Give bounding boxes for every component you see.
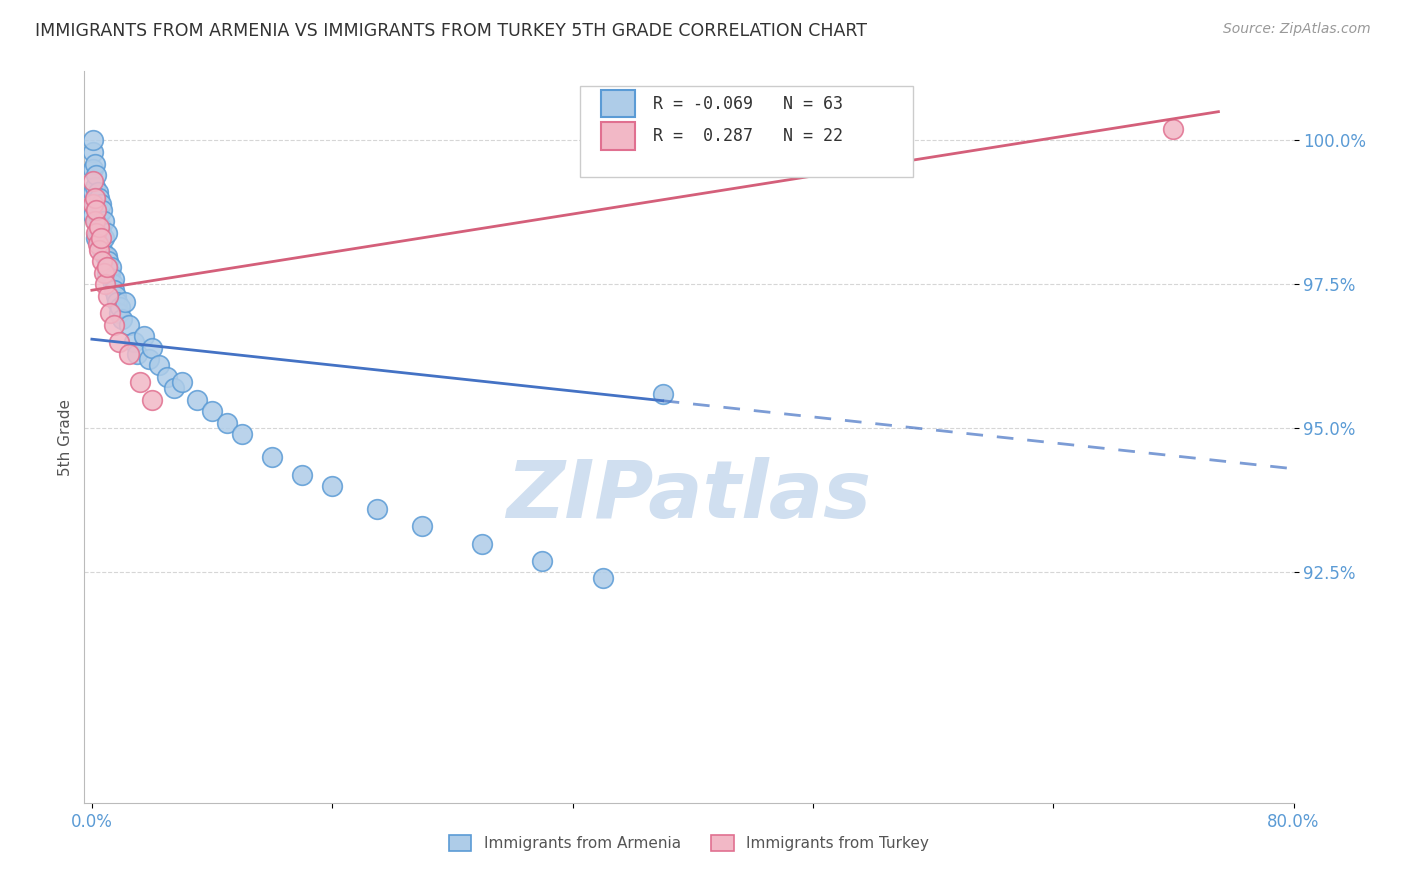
Point (93, 266, 115, 280)
Point (110, 301, 132, 315)
Point (101, 277, 124, 292)
Point (82, 197, 104, 211)
Point (141, 341, 163, 355)
Point (262, 450, 284, 465)
Point (87, 226, 110, 240)
Point (93, 214, 115, 228)
Point (107, 294, 129, 309)
Point (141, 392, 163, 407)
Point (94, 249, 117, 263)
Point (83, 197, 105, 211)
Point (156, 369, 179, 384)
Y-axis label: 5th Grade: 5th Grade (58, 399, 73, 475)
Point (97, 254, 120, 268)
Point (114, 294, 136, 309)
Point (96, 266, 118, 280)
Point (86, 226, 108, 240)
Point (82, 133, 104, 147)
Text: ZIPatlas: ZIPatlas (506, 457, 872, 534)
Text: R =  0.287   N = 22: R = 0.287 N = 22 (652, 127, 842, 145)
Point (471, 536, 494, 550)
Point (86, 191, 108, 205)
Point (321, 479, 343, 493)
Point (83, 191, 105, 205)
Legend: Immigrants from Armenia, Immigrants from Turkey: Immigrants from Armenia, Immigrants from… (443, 830, 935, 857)
Point (98, 306, 121, 320)
Point (100, 260, 122, 275)
Point (148, 358, 170, 372)
Point (83, 214, 105, 228)
FancyBboxPatch shape (581, 86, 912, 178)
Point (96, 260, 118, 275)
Point (651, 387, 673, 401)
Point (108, 334, 131, 349)
Text: Source: ZipAtlas.com: Source: ZipAtlas.com (1223, 22, 1371, 37)
Point (111, 312, 134, 326)
Point (89, 231, 111, 245)
Point (134, 329, 156, 343)
Point (103, 318, 125, 332)
Point (87, 208, 110, 222)
Point (122, 334, 145, 349)
Point (89, 208, 111, 222)
Point (129, 376, 152, 390)
FancyBboxPatch shape (600, 90, 634, 118)
Point (86, 168, 108, 182)
Point (83, 156, 105, 170)
Point (86, 202, 108, 217)
Text: IMMIGRANTS FROM ARMENIA VS IMMIGRANTS FROM TURKEY 5TH GRADE CORRELATION CHART: IMMIGRANTS FROM ARMENIA VS IMMIGRANTS FR… (35, 22, 868, 40)
Point (89, 243, 111, 257)
Point (83, 179, 105, 194)
Point (89, 191, 111, 205)
Point (87, 237, 110, 252)
Point (82, 162, 104, 177)
Point (411, 519, 433, 533)
Point (98, 266, 121, 280)
Point (170, 376, 193, 390)
Point (82, 208, 104, 222)
Point (531, 554, 554, 568)
Point (91, 202, 114, 217)
Point (90, 231, 112, 245)
Point (366, 502, 388, 516)
Point (90, 197, 112, 211)
Point (103, 271, 125, 285)
Point (291, 467, 314, 482)
Point (592, 571, 614, 585)
Point (1163, 122, 1185, 136)
FancyBboxPatch shape (600, 122, 634, 150)
Point (96, 249, 118, 263)
Point (86, 231, 108, 245)
Point (82, 186, 104, 200)
Point (103, 283, 125, 297)
Point (108, 306, 131, 320)
Point (82, 174, 104, 188)
Point (231, 427, 253, 442)
Text: R = -0.069   N = 63: R = -0.069 N = 63 (652, 95, 842, 112)
Point (93, 231, 115, 245)
Point (89, 219, 111, 234)
Point (82, 145, 104, 159)
Point (138, 352, 160, 367)
Point (118, 346, 141, 360)
Point (104, 289, 127, 303)
Point (86, 214, 108, 228)
Point (91, 254, 114, 268)
Point (90, 219, 112, 234)
Point (87, 186, 110, 200)
Point (125, 346, 148, 360)
Point (91, 243, 114, 257)
Point (186, 392, 208, 407)
Point (201, 404, 224, 418)
Point (96, 226, 118, 240)
Point (94, 277, 117, 292)
Point (118, 318, 141, 332)
Point (163, 381, 186, 395)
Point (215, 416, 238, 430)
Point (97, 289, 120, 303)
